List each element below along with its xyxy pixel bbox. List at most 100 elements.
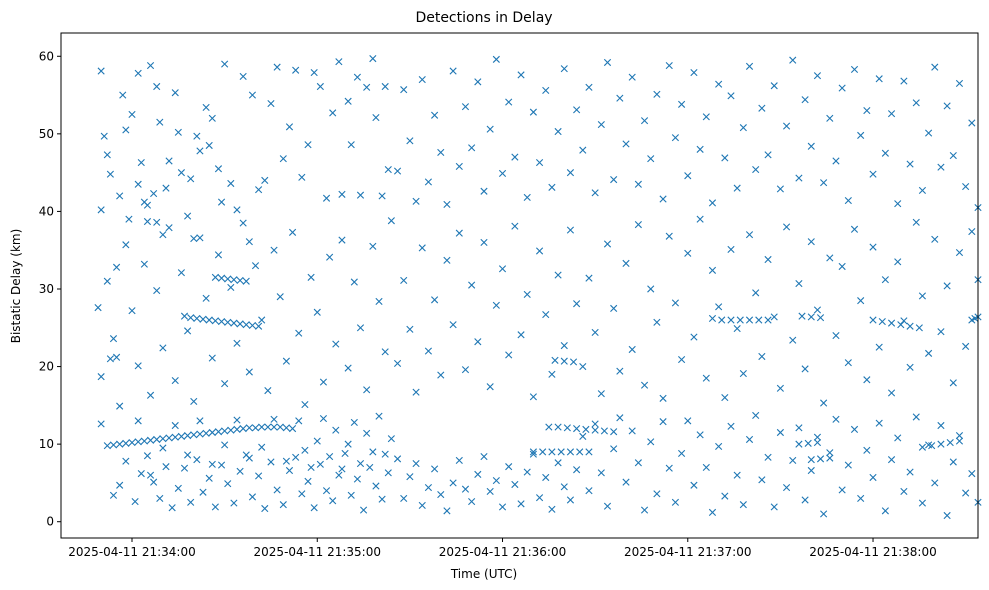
- detection-marker: [140, 260, 148, 268]
- detection-marker: [486, 383, 494, 391]
- detection-marker: [634, 459, 642, 467]
- y-tick-label: 10: [39, 437, 54, 451]
- detection-marker: [279, 155, 287, 163]
- detection-marker: [826, 114, 834, 122]
- detection-marker: [335, 58, 343, 66]
- detection-marker: [366, 463, 374, 471]
- detection-marker: [894, 258, 902, 266]
- detection-marker: [782, 483, 791, 492]
- detection-marker: [869, 170, 877, 178]
- detection-marker: [569, 358, 578, 366]
- detection-marker: [535, 494, 544, 502]
- detection-marker: [211, 317, 219, 325]
- detection-marker: [329, 497, 337, 505]
- detection-marker: [708, 314, 717, 323]
- detection-marker: [177, 432, 186, 440]
- detection-marker: [850, 425, 859, 433]
- detection-marker: [236, 276, 244, 285]
- detection-marker: [776, 428, 784, 437]
- detection-marker: [239, 425, 247, 433]
- detection-marker: [168, 504, 176, 512]
- detection-marker: [424, 178, 433, 186]
- detection-marker: [962, 489, 970, 497]
- detection-marker: [566, 169, 575, 177]
- detection-marker: [187, 498, 195, 506]
- detection-marker: [267, 458, 275, 466]
- detection-marker: [962, 342, 970, 350]
- detection-marker: [943, 102, 951, 110]
- detection-marker: [143, 217, 152, 226]
- detection-marker: [217, 274, 226, 282]
- detection-marker: [736, 316, 744, 324]
- detection-marker: [221, 427, 229, 435]
- detection-marker: [276, 423, 284, 431]
- detection-marker: [727, 316, 735, 324]
- detection-marker: [931, 63, 939, 71]
- detection-marker: [548, 505, 556, 513]
- detection-marker: [486, 487, 494, 496]
- detection-marker: [937, 440, 945, 448]
- detection-marker: [875, 343, 883, 351]
- detection-marker: [820, 510, 828, 518]
- detection-marker: [887, 389, 896, 397]
- detection-marker: [378, 495, 386, 503]
- detection-marker: [221, 60, 229, 68]
- detection-marker: [230, 499, 238, 507]
- detection-marker: [97, 206, 105, 214]
- detection-marker: [542, 473, 550, 482]
- detection-marker: [560, 357, 568, 365]
- x-axis-ticks: 2025-04-11 21:34:00 2025-04-11 21:35:00 20…: [68, 538, 937, 559]
- detection-marker: [542, 86, 550, 94]
- detection-marker: [261, 176, 269, 184]
- plot-area: [61, 33, 978, 538]
- detection-marker: [795, 424, 803, 432]
- detection-marker: [285, 466, 294, 475]
- detection-marker: [937, 163, 945, 171]
- detection-marker: [801, 496, 809, 504]
- detection-marker: [684, 172, 692, 180]
- detection-marker: [628, 345, 636, 354]
- detection-marker: [248, 493, 257, 501]
- detection-marker: [925, 441, 933, 449]
- detection-marker: [128, 438, 136, 447]
- detection-marker: [307, 463, 315, 471]
- detection-marker: [338, 465, 346, 473]
- detection-marker: [955, 248, 964, 257]
- detection-marker: [708, 508, 717, 516]
- detection-marker: [196, 147, 204, 155]
- detection-marker: [548, 370, 556, 378]
- detection-marker: [437, 490, 445, 499]
- detection-marker: [560, 342, 568, 350]
- detection-marker: [449, 67, 457, 75]
- detection-marker: [369, 242, 377, 250]
- detection-marker: [326, 452, 334, 461]
- detection-marker: [363, 83, 371, 91]
- detection-marker: [813, 433, 822, 441]
- detection-marker: [715, 80, 723, 88]
- detection-marker: [813, 438, 822, 447]
- detection-marker: [585, 274, 593, 282]
- detection-marker: [184, 432, 192, 440]
- detection-marker: [468, 497, 476, 506]
- detection-marker: [554, 423, 562, 431]
- detection-marker: [196, 234, 204, 242]
- detection-marker: [585, 487, 593, 495]
- detection-marker: [733, 184, 741, 192]
- detection-marker: [878, 317, 886, 326]
- detection-marker: [755, 316, 763, 324]
- detection-marker: [211, 503, 219, 511]
- detection-marker: [684, 417, 692, 425]
- detection-marker: [344, 440, 352, 448]
- detection-marker: [313, 437, 321, 445]
- detection-marker: [242, 321, 250, 329]
- detection-marker: [230, 276, 238, 284]
- detection-marker: [372, 482, 380, 490]
- detection-marker: [187, 314, 195, 322]
- detection-marker: [449, 479, 457, 487]
- detection-marker: [801, 96, 809, 104]
- detection-marker: [353, 73, 361, 81]
- detection-marker: [208, 354, 216, 362]
- detection-marker: [146, 436, 155, 444]
- detection-marker: [153, 82, 161, 91]
